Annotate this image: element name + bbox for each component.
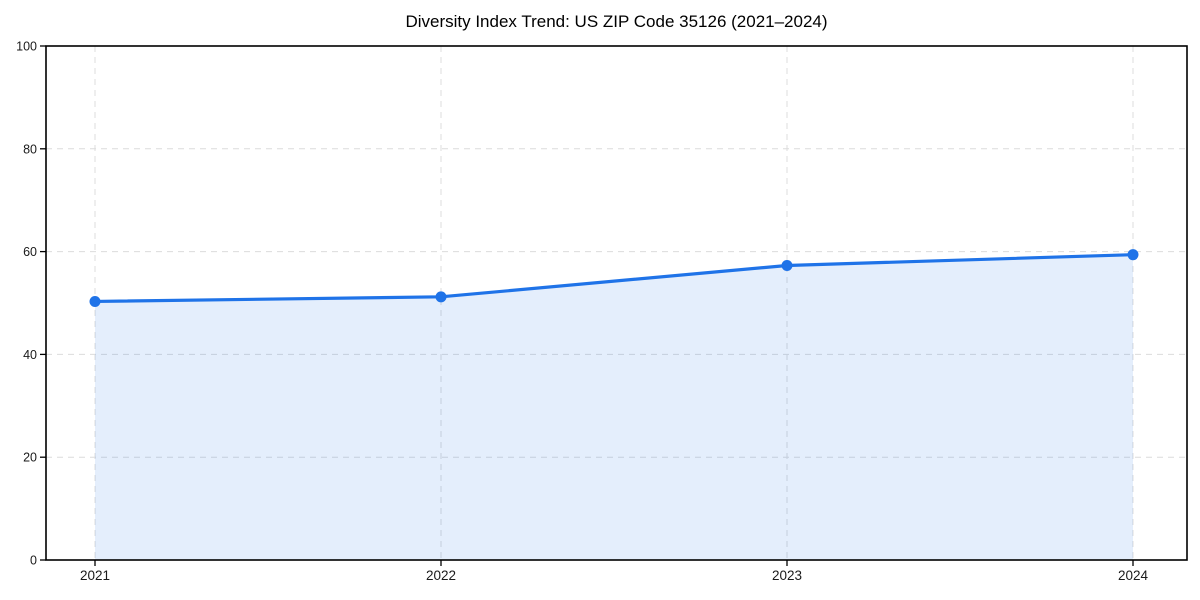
y-axis-tick-label: 80: [23, 142, 37, 156]
data-point: [435, 291, 447, 303]
x-axis-tick-label: 2022: [426, 568, 456, 583]
y-axis-tick-label: 60: [23, 245, 37, 259]
area-fill: [95, 254, 1133, 560]
y-axis-tick-label: 0: [30, 554, 37, 568]
plot-box-spines: [45, 45, 1188, 561]
x-axis-tick-label: 2021: [80, 568, 110, 583]
data-point: [1127, 249, 1139, 261]
x-axis-tick-label: 2023: [772, 568, 802, 583]
data-point: [89, 295, 101, 307]
y-axis-tick-label: 20: [23, 451, 37, 465]
x-axis-tick-label: 2024: [1118, 568, 1149, 583]
chart-title: Diversity Index Trend: US ZIP Code 35126…: [405, 12, 828, 31]
y-axis-tick-label: 40: [23, 348, 37, 362]
data-point: [781, 259, 793, 271]
trend-line: [93, 253, 1135, 304]
y-axis-tick-label: 100: [16, 40, 37, 54]
